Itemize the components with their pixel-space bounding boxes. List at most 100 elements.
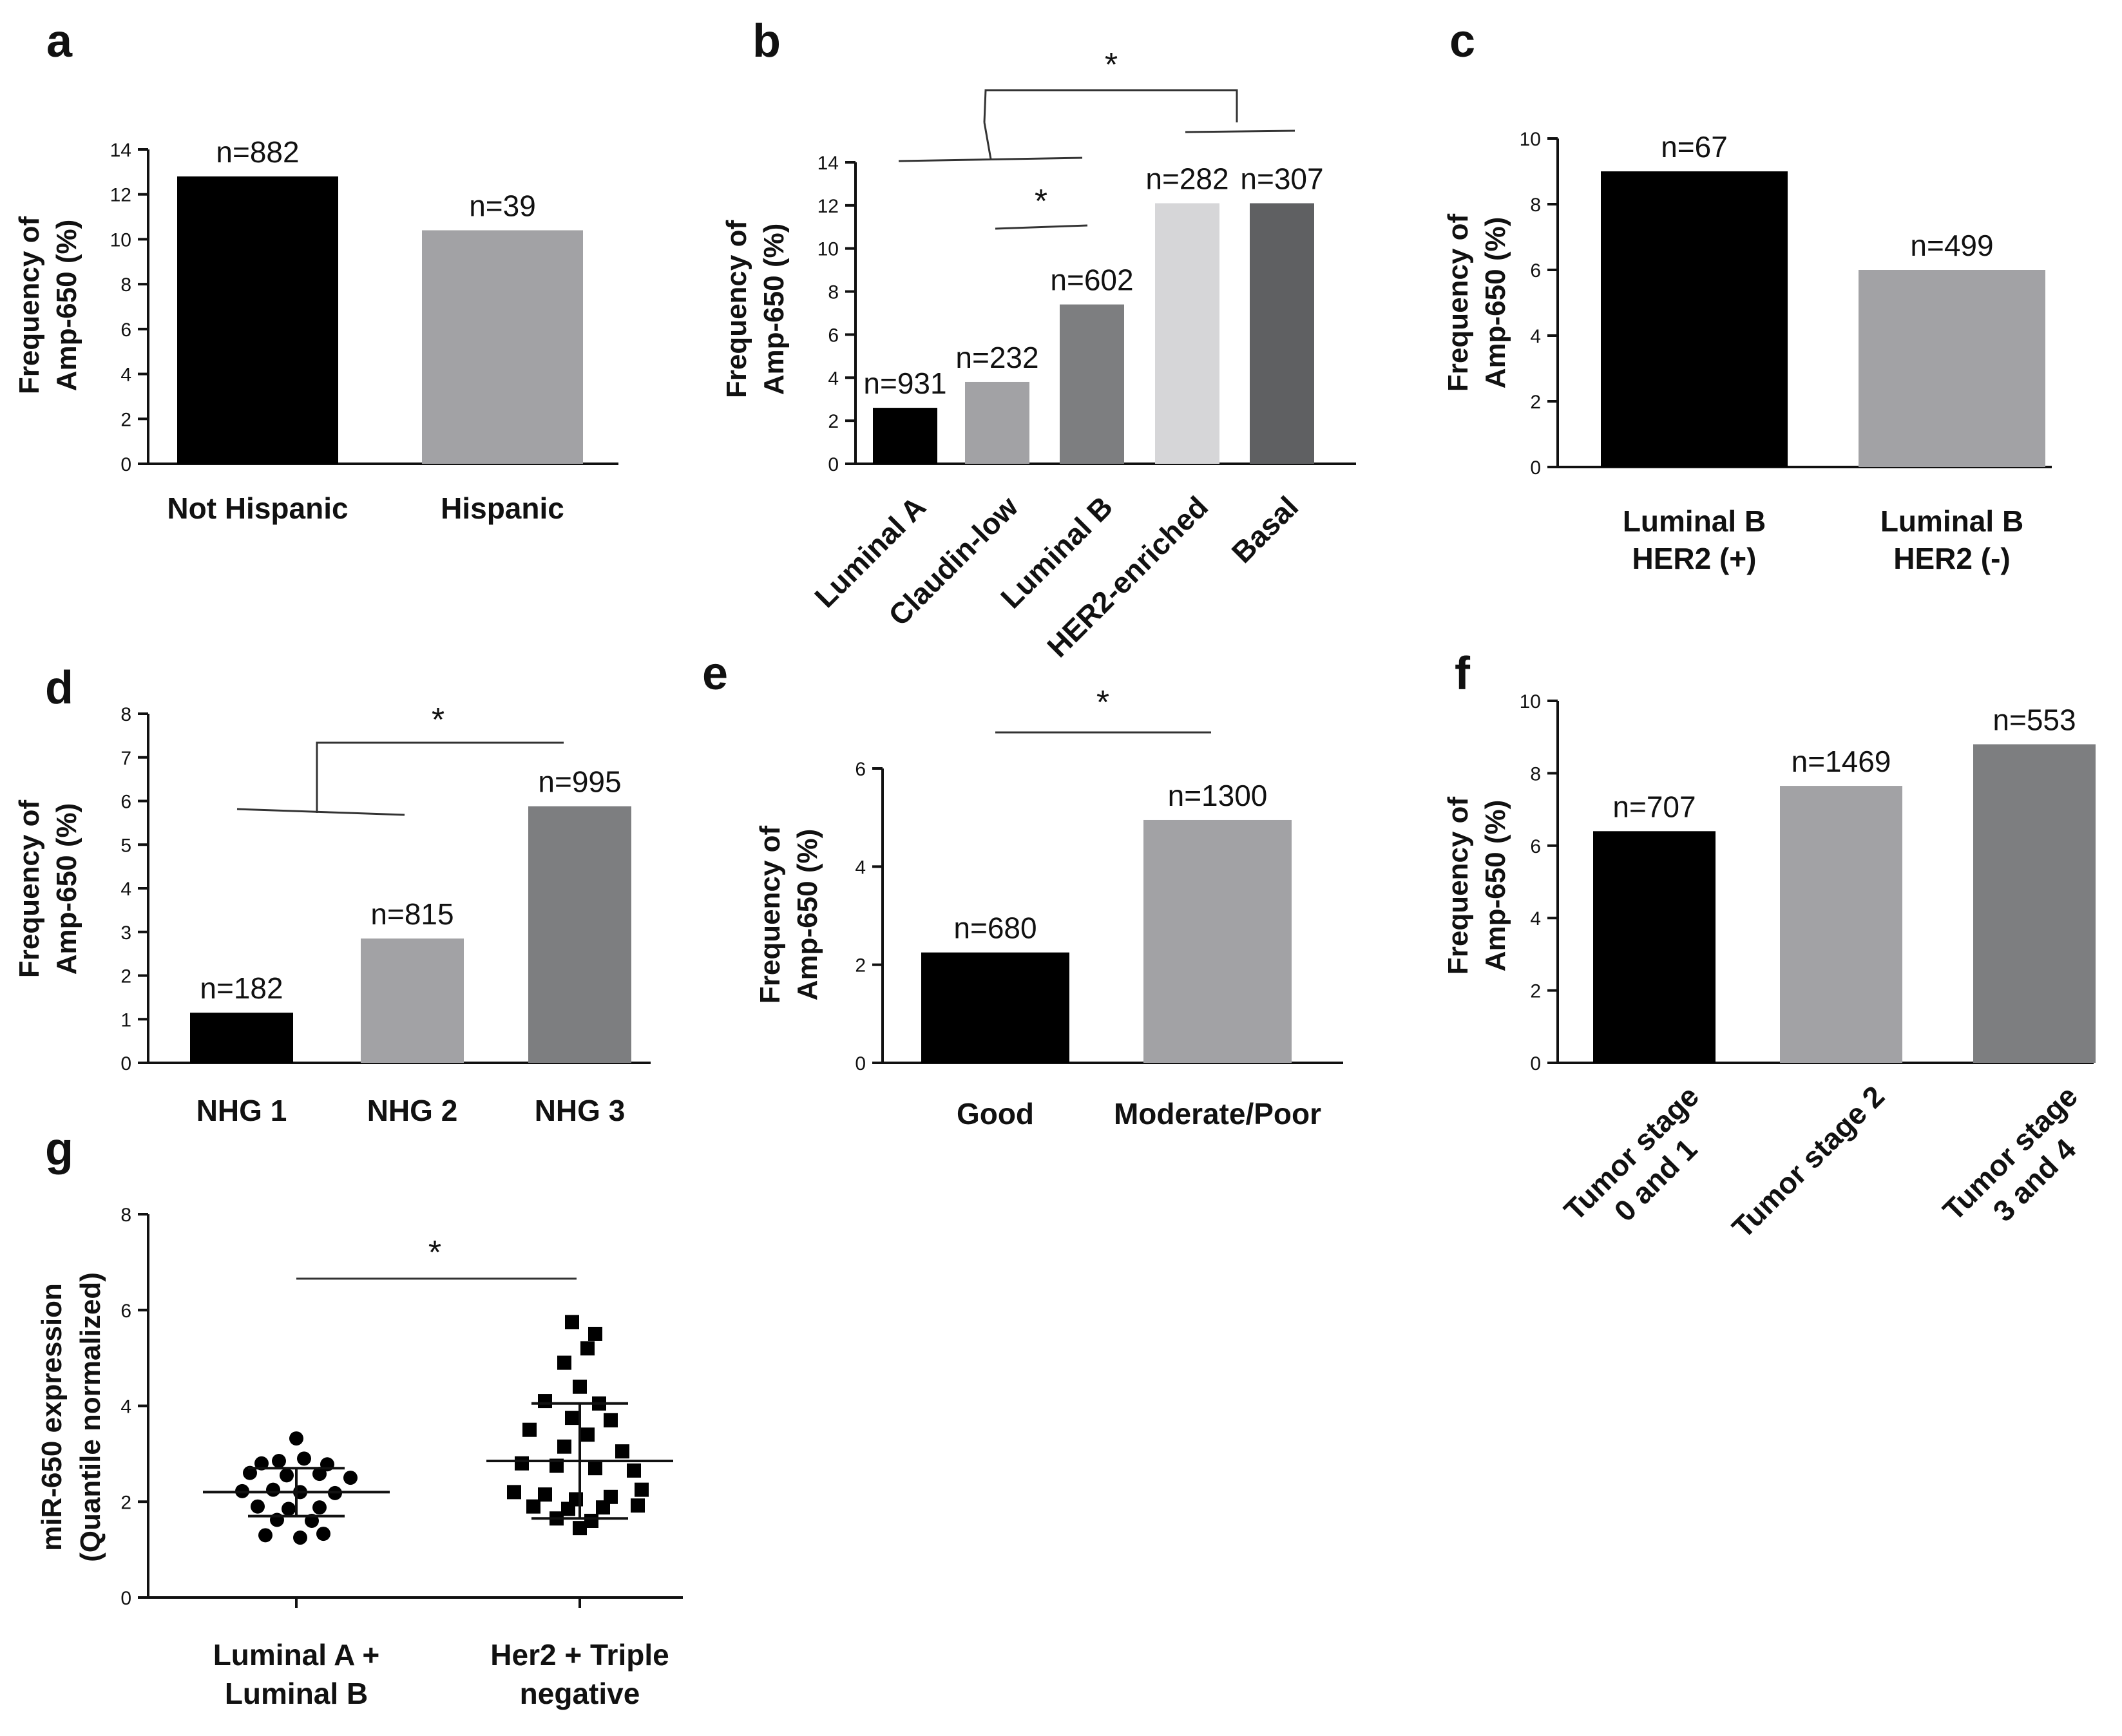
- sig-star-minor: *: [1035, 183, 1047, 220]
- data-point: [282, 1502, 296, 1516]
- n-label-2: n=1300: [1168, 779, 1268, 812]
- panel-letter-g: g: [45, 1123, 73, 1175]
- bar-2: [1859, 270, 2045, 467]
- panel-c: c 0 2 4 6 8 10 Frequency of Amp-650 (%) n=67 n=499…: [1442, 15, 2052, 575]
- x-category-label: Her2 + Triple: [490, 1638, 669, 1672]
- y-tick-label: 2: [1530, 981, 1541, 1002]
- data-point: [596, 1500, 610, 1515]
- x-category-label: Hispanic: [441, 491, 564, 525]
- n-label-4: n=282: [1145, 162, 1228, 196]
- y-tick-label: 0: [120, 1588, 131, 1609]
- bar-3: [1973, 744, 2096, 1063]
- data-point: [297, 1451, 311, 1466]
- n-label-1: n=67: [1661, 130, 1728, 164]
- y-tick-label: 0: [120, 1053, 131, 1074]
- y-tick-label: 5: [120, 835, 131, 856]
- x-category-label: Luminal A +: [213, 1638, 380, 1672]
- bar-2: [965, 381, 1029, 464]
- x-category-label-line: Basal: [1225, 490, 1305, 569]
- n-label-1: n=680: [953, 911, 1037, 945]
- bar-1: [1593, 831, 1716, 1063]
- panel-letter-e: e: [702, 648, 728, 700]
- x-category-label: HER2 (-): [1893, 542, 2010, 575]
- data-point: [526, 1499, 540, 1514]
- x-category-label: Moderate/Poor: [1114, 1097, 1321, 1130]
- bar-1: [921, 952, 1069, 1063]
- bar-2: [361, 938, 464, 1063]
- panel-b: b 0 2 4 6 8 10 12 14 Frequency of Amp-650 (%) n=931…: [721, 15, 1356, 663]
- data-point: [588, 1326, 602, 1341]
- n-label-2: n=499: [1910, 229, 1993, 262]
- n-label-3: n=995: [538, 765, 621, 799]
- data-point: [580, 1427, 595, 1442]
- data-point: [588, 1461, 602, 1476]
- bar-2: [1780, 786, 1902, 1063]
- x-category-label: Not Hispanic: [167, 491, 348, 525]
- y-tick-label: 14: [110, 140, 131, 161]
- y-tick-label: 0: [1530, 1053, 1541, 1074]
- data-point: [343, 1471, 358, 1485]
- bar-5: [1250, 203, 1314, 464]
- y-tick-label: 2: [120, 409, 131, 430]
- y-tick-label: 10: [1520, 129, 1541, 150]
- data-point: [515, 1456, 529, 1471]
- y-tick-label: 4: [1530, 908, 1541, 930]
- y-tick-label: 8: [828, 282, 839, 303]
- x-category-label: Luminal B: [1623, 504, 1766, 538]
- data-point: [289, 1431, 303, 1446]
- y-axis-label-line2: Amp-650 (%): [51, 803, 82, 975]
- y-tick-label: 4: [855, 857, 866, 878]
- y-tick-label: 12: [110, 185, 131, 206]
- data-point: [280, 1468, 294, 1483]
- sig-bracket-major: [898, 89, 1295, 162]
- data-point: [538, 1394, 552, 1409]
- bar-4: [1155, 203, 1219, 464]
- x-category-label: NHG 3: [535, 1094, 626, 1127]
- y-tick-label: 0: [1530, 457, 1541, 479]
- data-point: [573, 1379, 587, 1394]
- panel-e: e 0 2 4 6 Frequency of Amp-650 (%) n=680 n=1300 G…: [702, 648, 1343, 1130]
- x-category-label: negative: [520, 1677, 640, 1710]
- y-tick-label: 6: [120, 792, 131, 813]
- y-tick-label: 8: [1530, 763, 1541, 785]
- y-axis-label-line2: Amp-650 (%): [51, 220, 82, 392]
- y-axis-label-line1: Frequency of: [1442, 797, 1474, 975]
- y-tick-label: 1: [120, 1009, 131, 1031]
- data-point: [312, 1500, 327, 1515]
- data-point: [522, 1422, 537, 1437]
- n-label-2: n=232: [955, 341, 1038, 374]
- panel-letter-c: c: [1449, 15, 1475, 67]
- sig-bracket: [236, 741, 564, 816]
- n-label-1: n=707: [1612, 790, 1696, 823]
- y-tick-label: 0: [828, 454, 839, 475]
- data-point: [557, 1439, 571, 1454]
- panel-letter-a: a: [46, 15, 73, 67]
- y-tick-label: 6: [1530, 260, 1541, 281]
- y-tick-label: 2: [120, 1492, 131, 1513]
- x-category-label: Basal: [1225, 490, 1305, 569]
- y-tick-label: 8: [120, 704, 131, 725]
- y-axis-label-line1: Frequency of: [721, 220, 752, 399]
- x-category-label-line: HER2-enriched: [1040, 490, 1214, 663]
- y-tick-label: 8: [1530, 195, 1541, 216]
- y-axis-label-line2: (Quantile normalized): [75, 1272, 106, 1562]
- x-category-label: NHG 1: [196, 1094, 287, 1127]
- y-tick-label: 4: [828, 368, 839, 389]
- series-2: [486, 1315, 673, 1536]
- data-point: [565, 1315, 579, 1330]
- bar-2: [1143, 819, 1292, 1063]
- y-tick-label: 6: [120, 320, 131, 341]
- bar-1: [873, 408, 937, 464]
- y-tick-label: 10: [1520, 691, 1541, 712]
- sig-star: *: [1096, 684, 1109, 721]
- y-tick-label: 4: [120, 365, 131, 386]
- y-axis-label-line1: Frequency of: [1442, 214, 1474, 392]
- n-label-3: n=602: [1050, 263, 1133, 297]
- data-point: [258, 1528, 272, 1543]
- n-label-2: n=815: [370, 897, 454, 931]
- panel-a: a 0 2 4 6 8 10 12 14 Frequency of Amp-650 (%) n=882…: [14, 15, 618, 525]
- data-point: [604, 1413, 618, 1427]
- data-point: [507, 1485, 521, 1500]
- x-category-label: Good: [957, 1097, 1034, 1130]
- n-label-1: n=931: [863, 367, 946, 400]
